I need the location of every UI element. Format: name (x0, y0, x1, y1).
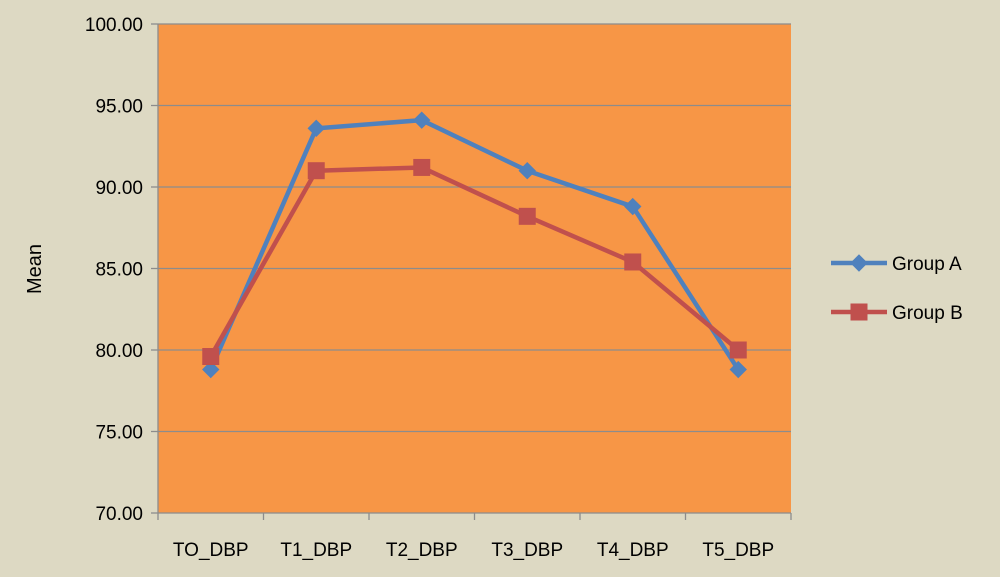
gridlines (158, 23, 791, 433)
y-tick-label: 90.00 (95, 178, 143, 199)
data-point (729, 341, 747, 359)
legend-label: Group B (892, 303, 963, 324)
data-point (729, 360, 747, 379)
data-point (413, 158, 431, 176)
y-axis-title: Mean (24, 244, 46, 294)
legend-item: Group B (831, 303, 963, 324)
data-point (413, 111, 431, 129)
x-tick-label: T4_DBP (597, 540, 669, 561)
legend-marker (850, 254, 868, 272)
data-point (202, 348, 220, 366)
series-line (208, 117, 741, 371)
data-point (624, 253, 642, 271)
legend: Group A Group B (831, 254, 963, 324)
series-group-a (202, 111, 747, 379)
series-line (208, 165, 740, 358)
x-tick-label: T5_DBP (702, 540, 774, 561)
x-tick-label: T1_DBP (280, 540, 352, 561)
data-point (518, 161, 536, 180)
y-tick-label: 95.00 (95, 97, 143, 118)
data-point (307, 119, 325, 138)
series-lines (202, 111, 747, 379)
axes: 70.00 75.00 80.00 85.00 90.00 95.00 100.00 TO_D… (85, 15, 792, 561)
x-tick-label: T3_DBP (491, 540, 563, 561)
data-point (518, 207, 536, 225)
x-tick-label: T2_DBP (386, 540, 458, 561)
y-tick-label: 85.00 (95, 260, 143, 281)
data-point (624, 197, 642, 216)
data-point (202, 360, 220, 379)
data-point (307, 162, 325, 180)
x-tick-label: TO_DBP (173, 540, 249, 561)
series-group-b (202, 158, 747, 366)
y-tick-label: 100.00 (85, 15, 143, 36)
y-tick-label: 80.00 (95, 341, 143, 362)
y-tick-label: 75.00 (95, 423, 143, 444)
y-tick-label: 70.00 (95, 504, 143, 525)
legend-marker (850, 303, 868, 321)
legend-label: Group A (892, 254, 962, 275)
legend-item: Group A (831, 254, 962, 275)
